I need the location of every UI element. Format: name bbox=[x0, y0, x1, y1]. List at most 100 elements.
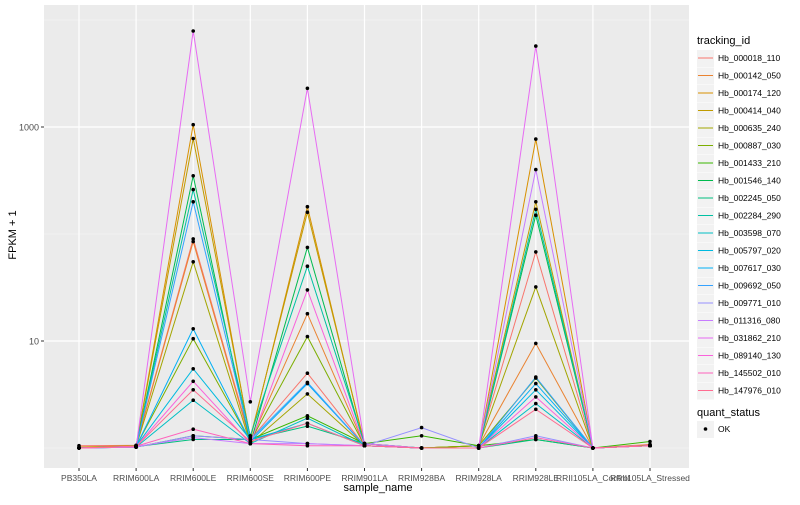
x-tick-label: RRIM600SE bbox=[227, 473, 275, 483]
legend-label: Hb_000142_050 bbox=[718, 71, 781, 81]
legend-key-point bbox=[703, 427, 708, 431]
legend-label: Hb_001433_210 bbox=[718, 158, 781, 168]
legend-item: Hb_005797_020 bbox=[697, 242, 781, 260]
data-point bbox=[419, 446, 424, 450]
data-point bbox=[191, 122, 195, 127]
data-point bbox=[305, 210, 310, 214]
data-point bbox=[191, 174, 195, 178]
data-point bbox=[305, 204, 310, 209]
data-point bbox=[191, 200, 195, 204]
data-point bbox=[305, 443, 310, 448]
legend-label: Hb_089140_130 bbox=[718, 351, 781, 361]
legend-item: Hb_001433_210 bbox=[697, 155, 781, 172]
data-point bbox=[305, 86, 310, 91]
data-point bbox=[534, 213, 538, 217]
data-point bbox=[534, 375, 538, 379]
data-point bbox=[534, 200, 538, 204]
legend-title-tracking-id: tracking_id bbox=[697, 35, 750, 47]
legend-item: Hb_002245_050 bbox=[697, 190, 781, 207]
data-point bbox=[248, 434, 253, 438]
data-point bbox=[305, 392, 310, 396]
x-tick-label: RRIM928BA bbox=[398, 473, 446, 483]
data-point bbox=[534, 401, 538, 406]
data-point bbox=[191, 435, 195, 440]
data-point bbox=[534, 167, 538, 172]
data-point bbox=[191, 367, 195, 371]
data-point bbox=[534, 137, 538, 141]
legend-label: Hb_000174_120 bbox=[718, 88, 781, 98]
data-point bbox=[534, 285, 538, 289]
legend-item: Hb_000414_040 bbox=[697, 102, 781, 120]
x-axis: PB350LA RRIM600LA RRIM600LE RRIM600SE RRIM60… bbox=[61, 468, 690, 483]
x-tick-label: RRIM600PE bbox=[284, 473, 332, 483]
legend-item: Hb_009692_050 bbox=[697, 277, 781, 295]
legend-item: Hb_002284_290 bbox=[697, 207, 781, 225]
data-point bbox=[134, 444, 138, 449]
legend-item: Hb_000635_240 bbox=[697, 120, 781, 137]
y-axis-title: FPKM + 1 bbox=[7, 210, 19, 259]
data-point bbox=[648, 443, 652, 448]
legend-item: Hb_000174_120 bbox=[697, 85, 781, 102]
data-point bbox=[248, 400, 253, 404]
data-point bbox=[534, 250, 538, 254]
data-point bbox=[534, 407, 538, 412]
data-point bbox=[534, 388, 538, 392]
data-point bbox=[191, 336, 195, 341]
x-tick-label: RRIM600LE bbox=[170, 473, 217, 483]
data-point bbox=[191, 398, 195, 403]
data-point bbox=[534, 44, 538, 48]
legend-label: Hb_009771_010 bbox=[718, 298, 781, 308]
data-point bbox=[191, 136, 195, 141]
legend-label: Hb_005797_020 bbox=[718, 246, 781, 256]
y-axis: 10 1000 bbox=[19, 123, 44, 347]
x-tick-label: RRIM901LA bbox=[341, 473, 388, 483]
legend-label: Hb_145502_010 bbox=[718, 368, 781, 378]
y-tick-label: 1000 bbox=[19, 123, 39, 133]
legend-item: Hb_009771_010 bbox=[697, 295, 781, 312]
legend-label: Hb_011316_080 bbox=[718, 316, 781, 326]
legend-label: Hb_009692_050 bbox=[718, 281, 781, 291]
data-point bbox=[534, 381, 538, 386]
data-point bbox=[191, 187, 195, 192]
legend-label: Hb_000887_030 bbox=[718, 141, 781, 151]
legend-item: Hb_000018_110 bbox=[697, 50, 781, 67]
data-point bbox=[191, 388, 195, 392]
legend-item: Hb_147976_010 bbox=[697, 382, 781, 400]
legend-label: Hb_147976_010 bbox=[718, 386, 781, 396]
data-point bbox=[305, 371, 310, 376]
legend-item: Hb_000142_050 bbox=[697, 67, 781, 85]
legend-label: Hb_000414_040 bbox=[718, 106, 781, 116]
data-point bbox=[191, 237, 195, 241]
data-point bbox=[191, 239, 195, 244]
data-point bbox=[305, 421, 310, 426]
legend-label: Hb_002284_290 bbox=[718, 211, 781, 221]
legend-item: Hb_000887_030 bbox=[697, 137, 781, 155]
data-point bbox=[305, 380, 310, 385]
data-point bbox=[77, 446, 81, 450]
data-point bbox=[648, 439, 652, 444]
x-tick-label: RRIM928LE bbox=[513, 473, 560, 483]
series-points bbox=[77, 29, 652, 450]
data-point bbox=[305, 416, 310, 421]
x-tick-label: RRIM928LA bbox=[456, 473, 503, 483]
data-point bbox=[305, 311, 310, 316]
y-tick-label: 10 bbox=[29, 337, 39, 347]
x-axis-title: sample_name bbox=[343, 482, 412, 494]
legend-label: Hb_001546_140 bbox=[718, 176, 781, 186]
x-tick-label: RRII105LA_Control bbox=[556, 473, 630, 483]
data-point bbox=[248, 439, 253, 444]
legend-label: OK bbox=[718, 424, 731, 434]
data-point bbox=[419, 434, 424, 438]
legend-item: Hb_003598_070 bbox=[697, 225, 781, 242]
data-point bbox=[419, 425, 424, 430]
data-point bbox=[191, 29, 195, 33]
data-point bbox=[305, 264, 310, 269]
data-point bbox=[191, 327, 195, 331]
legend-item: Hb_145502_010 bbox=[697, 365, 781, 382]
legend-item: Hb_031862_210 bbox=[697, 330, 781, 347]
data-point bbox=[534, 207, 538, 212]
legend-label: Hb_031862_210 bbox=[718, 333, 781, 343]
legend-label: Hb_007617_030 bbox=[718, 263, 781, 273]
